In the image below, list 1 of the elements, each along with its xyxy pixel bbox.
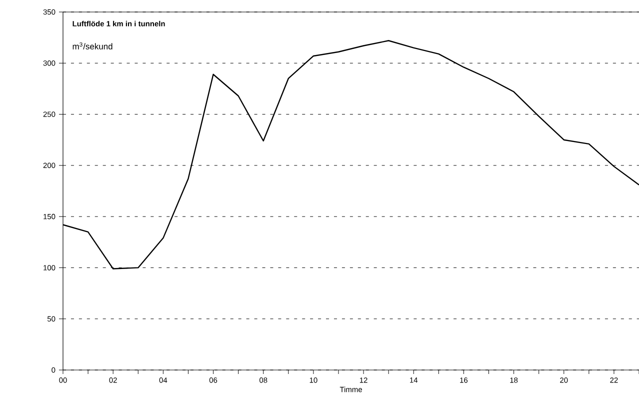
- y-axis-title: m$^{3}$/sekund: [72, 42, 112, 50]
